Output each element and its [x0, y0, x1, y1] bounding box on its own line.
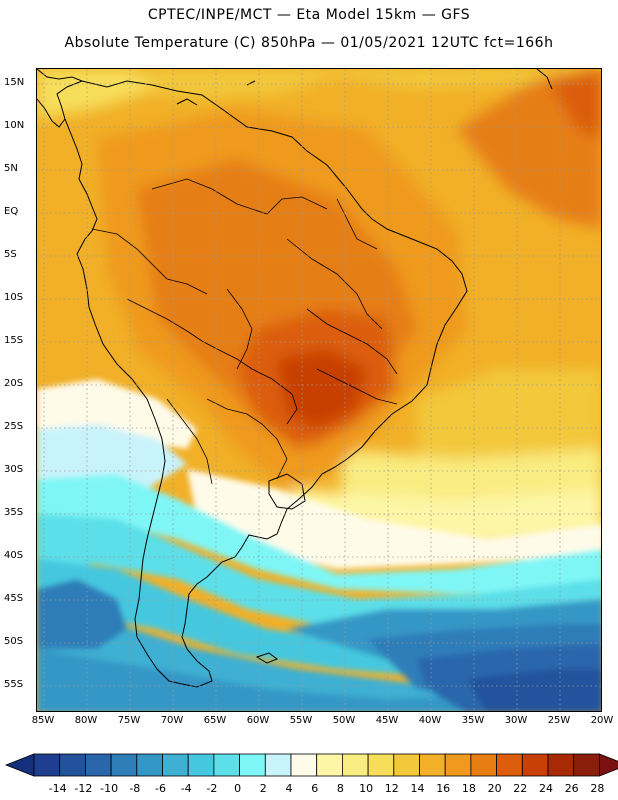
lon-label: 40W [418, 715, 442, 726]
colorbar-segment [444, 753, 472, 777]
band-22-continent [277, 349, 367, 429]
south-america-coastline [56, 80, 468, 688]
band-2-south [37, 514, 601, 639]
band-8-mid [187, 469, 601, 569]
band-20-ne-ocean [457, 69, 601, 229]
colorbar-segment [496, 753, 523, 777]
lat-label: 55S [4, 679, 24, 690]
lat-label: 30S [4, 464, 24, 475]
lon-label: 65W [203, 715, 227, 726]
colorbar-segment [59, 753, 86, 777]
colorbar-tick-label: 2 [259, 782, 267, 795]
colorbar-segment [290, 753, 318, 777]
band-neg4-south [37, 649, 601, 711]
colorbar-segment [573, 753, 600, 777]
coastlines [37, 69, 553, 688]
uruguay-outline [268, 473, 306, 510]
colorbar-tick-label: -4 [180, 782, 192, 795]
band-14-central-atlantic [417, 369, 601, 479]
colorbar-arrow-low [4, 753, 35, 777]
lon-label: 80W [74, 715, 98, 726]
lat-label: 10S [4, 292, 24, 303]
colorbar-tick-label: 14 [410, 782, 425, 795]
temperature-field [37, 69, 601, 711]
colorbar-segment [85, 753, 112, 777]
colorbar-tick-label: 24 [539, 782, 553, 795]
lon-label: 60W [246, 715, 270, 726]
colorbar-tick-label: 22 [513, 782, 528, 795]
lat-label: 5N [4, 163, 18, 174]
colorbar-segment [470, 753, 497, 777]
colorbar-tick-label: -6 [155, 782, 166, 795]
colorbar-segment [316, 753, 343, 777]
graticule [37, 69, 601, 711]
lat-label: 35S [4, 507, 24, 518]
lon-label: 25W [547, 715, 571, 726]
colorbar-segment [367, 753, 395, 777]
map-title: CPTEC/INPE/MCT — Eta Model 15km — GFS [147, 7, 471, 23]
lon-label: 55W [289, 715, 313, 726]
colorbar [4, 753, 618, 777]
lat-label: 45S [4, 593, 24, 604]
lat-label: 10N [4, 120, 25, 131]
colorbar-tick-label: -8 [129, 782, 141, 795]
caribbean-islands [176, 69, 553, 106]
lat-label: 15S [4, 335, 24, 346]
colorbar-tick-label: 10 [359, 782, 374, 795]
colorbar-tick-label: 16 [436, 782, 451, 795]
colorbar-tick-label: 26 [564, 782, 579, 795]
colorbar-segment [162, 753, 189, 777]
colorbar-segment [33, 753, 61, 777]
band-8-west [37, 379, 197, 449]
map-panel [36, 68, 602, 712]
colorbar-segment [110, 753, 138, 777]
colorbar-tick-label: 6 [311, 782, 319, 795]
colorbar-segment [187, 753, 215, 777]
colorbar-tick-label: 8 [336, 782, 344, 795]
lon-label: 35W [461, 715, 485, 726]
colorbar-tick-label: -10 [100, 782, 119, 795]
colorbar-segment [264, 753, 292, 777]
central-america-south-coast [37, 98, 66, 128]
lat-label: 15N [4, 77, 25, 88]
map-subtitle: Absolute Temperature (C) 850hPa — 01/05/… [64, 35, 554, 51]
lat-label: EQ [4, 206, 19, 217]
colorbar-tick-label: 12 [384, 782, 399, 795]
colorbar-segment [213, 753, 240, 777]
colorbar-segment [419, 753, 446, 777]
colorbar-segment [521, 753, 549, 777]
colorbar-tick-label: -12 [74, 782, 93, 795]
colorbar-segment [547, 753, 575, 777]
lat-label: 50S [4, 636, 24, 647]
lat-label: 40S [4, 550, 24, 561]
colorbar-tick-label: -14 [48, 782, 67, 795]
colorbar-segment [136, 753, 163, 777]
lon-label: 20W [590, 715, 614, 726]
lon-label: 85W [31, 715, 55, 726]
falkland-islands [255, 652, 279, 664]
colorbar-arrow-high [599, 753, 618, 777]
colorbar-tick-label: 0 [234, 782, 242, 795]
lat-label: 25S [4, 421, 24, 432]
lat-label: 20S [4, 378, 24, 389]
lon-label: 50W [332, 715, 356, 726]
colorbar-segment [393, 753, 420, 777]
colorbar-tick-label: 28 [590, 782, 605, 795]
band-22-ne-ocean [547, 69, 601, 139]
lon-label: 70W [160, 715, 184, 726]
colorbar-tick-label: 20 [487, 782, 502, 795]
colorbar-segment [239, 753, 266, 777]
lon-label: 30W [504, 715, 528, 726]
band-4-south [37, 474, 601, 594]
lat-label: 5S [4, 249, 17, 260]
colorbar-tick-label: -2 [206, 782, 218, 795]
lon-label: 75W [117, 715, 141, 726]
band-neg8-sw-pacific [37, 579, 127, 649]
lon-label: 45W [375, 715, 399, 726]
colorbar-segment [341, 753, 369, 777]
band-neg12-south [467, 669, 601, 711]
colorbar-tick-label: 18 [461, 782, 476, 795]
colorbar-tick-label: 4 [285, 782, 293, 795]
